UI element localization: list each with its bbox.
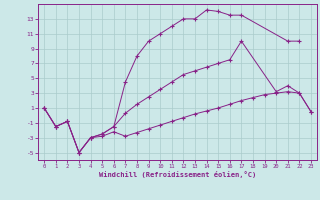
X-axis label: Windchill (Refroidissement éolien,°C): Windchill (Refroidissement éolien,°C) [99,171,256,178]
